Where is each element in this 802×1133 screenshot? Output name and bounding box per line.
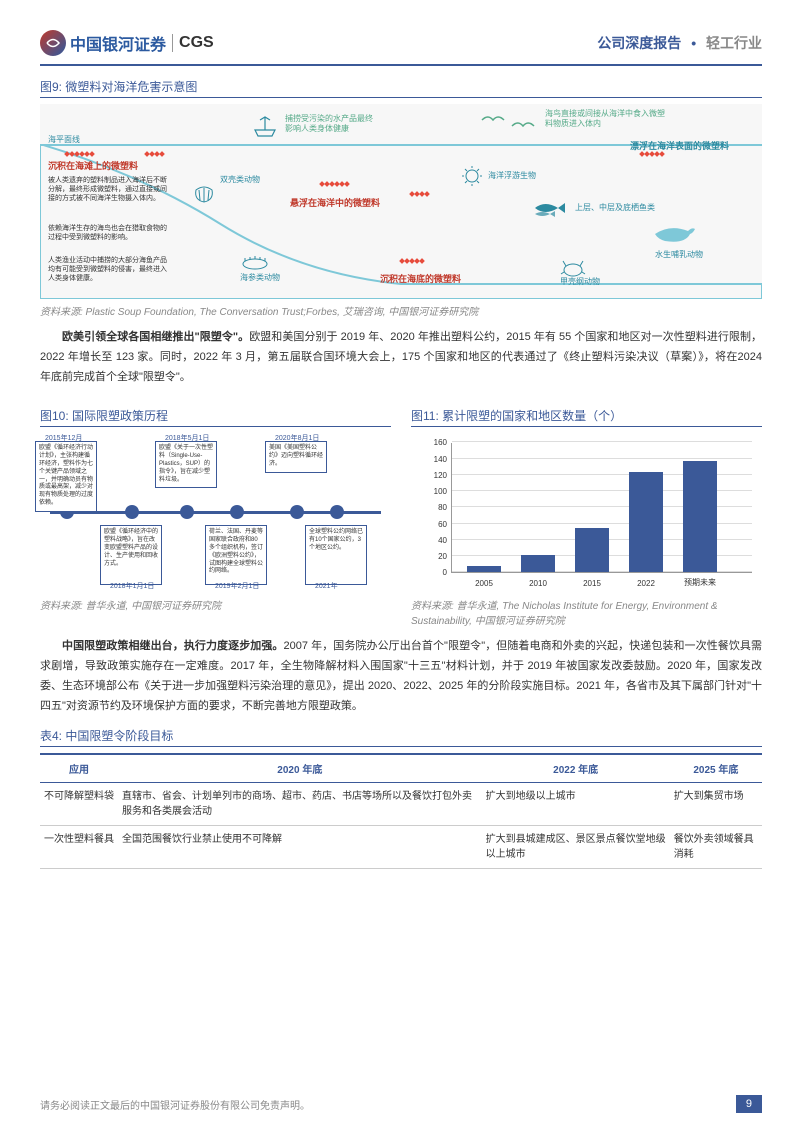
suspend-label: 悬浮在海洋中的微塑料 [290, 196, 380, 209]
page-header: 中国银河证券 CGS 公司深度报告 • 轻工行业 [40, 30, 762, 66]
fig11-source: 资料来源: 普华永道, The Nicholas Institute for E… [411, 597, 762, 627]
fig10-timeline: 欧盟《循环经济行动计划》，主张构建循环经济，塑料作为七个关键产品领域之一，并明确… [40, 433, 391, 593]
company-name: 中国银河证券 [70, 31, 166, 55]
cgs-label: CGS [172, 34, 214, 52]
table4: 应用2020 年底2022 年底2025 年底 不可降解塑料袋直辖市、省会、计划… [40, 753, 762, 869]
fig11-title: 图11: 累计限塑的国家和地区数量（个） [411, 407, 762, 427]
fig9-title: 图9: 微塑料对海洋危害示意图 [40, 78, 762, 98]
para1-bold: 欧美引领全球各国相继推出"限塑令"。 [62, 331, 249, 343]
industry-label: 轻工行业 [706, 35, 762, 51]
plankton-label: 海洋浮游生物 [488, 170, 536, 181]
fig9-diagram: 海平面线 沉积在海滩上的微塑料 被人类遗弃的塑料制品进入海洋后不断分解，最终形成… [40, 104, 762, 299]
sealevel-label: 海平面线 [48, 134, 80, 145]
whale-icon [650, 219, 698, 249]
beach-note-1: 依赖海洋生存的海鸟也会在猎取食物的过程中受到微塑料的影响。 [48, 224, 168, 242]
fig10-title: 图10: 国际限塑政策历程 [40, 407, 391, 427]
mammal-label: 水生哺乳动物 [655, 249, 703, 260]
fig10-source: 资料来源: 普华永道, 中国银河证券研究院 [40, 597, 391, 612]
disclaimer: 请务必阅读正文最后的中国银河证券股份有限公司免责声明。 [40, 1097, 310, 1112]
logo-area: 中国银河证券 CGS [40, 30, 214, 56]
cucumber-icon [240, 252, 270, 270]
bird-icon-2 [510, 116, 536, 136]
page-footer: 请务必阅读正文最后的中国银河证券股份有限公司免责声明。 9 [40, 1095, 762, 1113]
header-right: 公司深度报告 • 轻工行业 [597, 33, 762, 53]
beach-note-0: 被人类遗弃的塑料制品进入海洋后不断分解，最终形成微塑料，通过直接或间接的方式被不… [48, 176, 168, 203]
plankton-icon [460, 164, 484, 188]
crustacean-label: 甲壳纲动物 [560, 276, 600, 287]
para2-bold: 中国限塑政策相继出台，执行力度逐步加强。 [62, 640, 284, 652]
beach-red-label: 沉积在海滩上的微塑料 [48, 159, 138, 172]
surface-label: 漂浮在海洋表面的微塑料 [630, 139, 729, 152]
cucumber-label: 海参类动物 [240, 272, 280, 283]
fish-icon [530, 196, 570, 220]
table4-title: 表4: 中国限塑令阶段目标 [40, 727, 762, 747]
birds-label: 海鸟直接或间接从海洋中食入微塑料物质进入体内 [545, 109, 665, 130]
separator-dot: • [691, 35, 696, 51]
fig11-chart: 0204060801001201401602005201020152022预期未… [411, 433, 762, 593]
beach-note-2: 人类渔业活动中捕捞的大部分海鱼产品均有可能受到微塑料的侵害，最终进入人类身体健康… [48, 256, 168, 283]
seabed-label: 沉积在海底的微塑料 [380, 272, 461, 285]
shell-icon [190, 182, 218, 206]
logo-icon [40, 30, 66, 56]
boat-icon [250, 112, 280, 140]
page-number: 9 [736, 1095, 762, 1113]
bird-icon [480, 110, 506, 130]
report-type: 公司深度报告 [597, 35, 681, 51]
fish-label: 上层、中层及底栖鱼类 [575, 202, 655, 213]
shell-label: 双壳类动物 [220, 174, 260, 185]
fig9-source: 资料来源: Plastic Soup Foundation, The Conve… [40, 303, 762, 318]
paragraph-1: 欧美引领全球各国相继推出"限塑令"。欧盟和美国分别于 2019 年、2020 年… [40, 328, 762, 387]
fishing-label: 捕捞受污染的水产品最终影响人类身体健康 [285, 114, 375, 135]
paragraph-2: 中国限塑政策相继出台，执行力度逐步加强。2007 年，国务院办公厅出台首个"限塑… [40, 637, 762, 716]
